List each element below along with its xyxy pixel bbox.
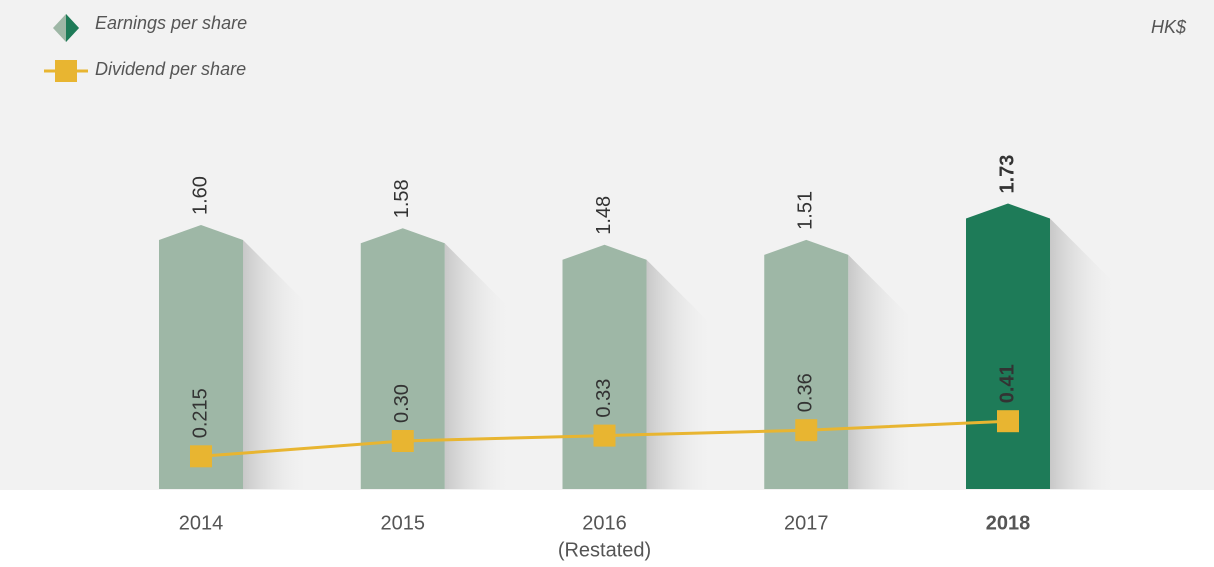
bar-value-label: 1.60 — [189, 176, 211, 215]
bar — [562, 244, 647, 489]
x-tick-label: 2014 — [179, 512, 224, 534]
bar-shadow — [243, 240, 311, 489]
x-tick-label: 2016 — [582, 512, 627, 534]
line-value-label: 0.41 — [996, 364, 1018, 403]
legend-icon — [55, 60, 77, 82]
bar-value-label: 1.48 — [593, 196, 615, 235]
line-marker — [190, 445, 212, 468]
x-tick-label: 2017 — [784, 512, 829, 534]
bar-value-label: 1.51 — [795, 191, 817, 230]
x-tick-note: (Restated) — [558, 539, 651, 561]
line-value-label: 0.36 — [795, 373, 817, 412]
bar — [764, 239, 849, 489]
legend-label: Earnings per share — [95, 13, 247, 33]
unit-label: HK$ — [1151, 17, 1187, 37]
legend: Earnings per share Dividend per share — [44, 13, 247, 82]
line-marker — [997, 410, 1019, 433]
line-marker — [593, 424, 616, 447]
legend-label: Dividend per share — [95, 59, 246, 79]
line-marker — [391, 430, 414, 452]
x-tick-label: 2018 — [986, 512, 1031, 534]
bar — [159, 225, 243, 489]
line-value-label: 0.33 — [593, 379, 615, 418]
bar-shadow — [848, 254, 917, 489]
bar — [966, 203, 1050, 490]
bar-shadow — [1050, 218, 1118, 490]
bar-value-label: 1.58 — [391, 179, 413, 218]
bar — [360, 228, 445, 490]
legend-icon — [66, 14, 79, 42]
x-tick-label: 2015 — [381, 512, 426, 534]
line-value-label: 0.30 — [391, 384, 413, 423]
bar-shadow — [444, 243, 513, 489]
bar-value-label: 1.73 — [996, 155, 1018, 194]
line-marker — [795, 419, 818, 442]
line-value-label: 0.215 — [189, 388, 211, 438]
